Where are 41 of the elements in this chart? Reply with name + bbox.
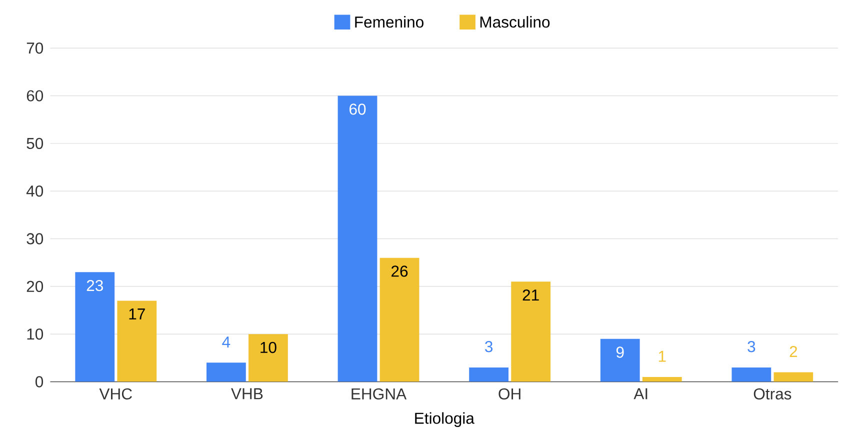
x-tick-label: EHGNA — [352, 388, 407, 400]
legend-label: Masculino — [480, 16, 550, 28]
legend-label: Femenino — [355, 16, 424, 28]
data-label: 4 — [222, 336, 230, 348]
x-axis-title: Etiologia — [415, 412, 474, 428]
bar — [469, 368, 508, 382]
data-label: 3 — [748, 341, 756, 352]
data-label: 23 — [86, 280, 103, 292]
y-tick-label: 70 — [26, 42, 44, 54]
bar — [380, 258, 420, 382]
x-tick-label: AI — [634, 388, 648, 400]
bar — [248, 334, 288, 382]
y-tick-label: 20 — [26, 280, 44, 292]
data-label: 1 — [658, 350, 666, 362]
bar — [338, 96, 378, 382]
bar — [75, 272, 115, 382]
x-tick-label: OH — [498, 388, 520, 400]
bar — [511, 282, 551, 382]
y-tick-label: 10 — [27, 328, 44, 340]
data-label: 26 — [392, 266, 408, 277]
x-tick-label: Otras — [754, 388, 792, 400]
bar — [732, 368, 772, 382]
data-label: 60 — [350, 104, 366, 115]
bar — [774, 372, 814, 382]
y-tick-label: 60 — [26, 90, 44, 102]
data-label: 10 — [260, 342, 276, 354]
data-label: 3 — [485, 341, 493, 352]
y-tick-label: 0 — [36, 376, 44, 388]
y-tick-label: 50 — [26, 138, 44, 150]
data-label: 9 — [616, 346, 624, 358]
bar — [642, 377, 682, 382]
data-label: 2 — [790, 346, 798, 358]
bar — [600, 338, 640, 382]
bar — [117, 300, 157, 382]
data-label: 21 — [522, 290, 539, 301]
data-label: 17 — [129, 308, 145, 320]
x-tick-label: VHC — [99, 388, 132, 400]
x-tick-label: VHB — [231, 388, 263, 400]
y-tick-label: 40 — [26, 186, 44, 197]
y-tick-label: 30 — [26, 233, 44, 244]
bar — [206, 362, 246, 382]
